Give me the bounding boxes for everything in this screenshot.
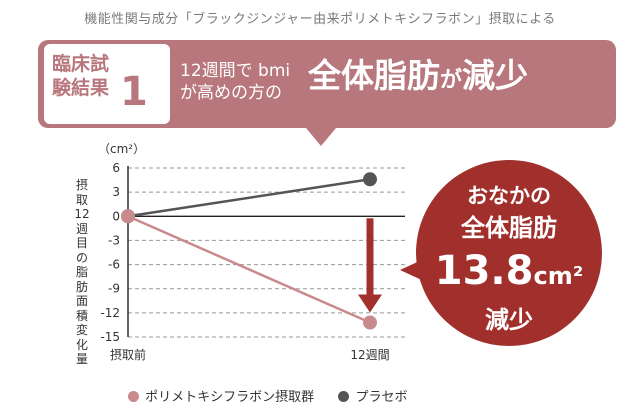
badge-line1: おなかの	[467, 184, 551, 208]
axes	[127, 166, 405, 337]
banner-headline: 全体脂肪が減少	[308, 56, 528, 101]
decrease-arrow	[358, 218, 382, 313]
y-tick-label: 0	[112, 209, 120, 223]
y-tick-labels: 6 3 0 -3 -6 -9 -12 -15	[100, 161, 120, 344]
y-tick-label: 3	[112, 185, 120, 199]
series-layer	[121, 172, 377, 330]
banner-subtitle: 12週間で bmiが高めの方の	[180, 61, 291, 103]
arrow-head	[358, 294, 382, 313]
y-tick-label: 6	[112, 161, 120, 175]
series-line-placebo	[127, 178, 371, 218]
legend-marker-placebo	[338, 391, 350, 402]
top-caption: 機能性関与成分「ブラックジンジャー由来ポリメトキシフラボン」摂取による	[84, 12, 556, 27]
trial-badge	[44, 44, 170, 124]
x-tick-label: 12週間	[350, 348, 389, 362]
headline-part-c: 減少	[462, 56, 529, 95]
grid-lines	[128, 167, 405, 338]
x-tick-label: 摂取前	[110, 347, 146, 362]
y-tick-label: -12	[100, 306, 120, 320]
trial-label: 臨床試験結果	[52, 53, 110, 99]
badge-unit: cm²	[533, 262, 584, 290]
chart-legend: ポリメトキシフラボン摂取群 プラセボ	[128, 386, 427, 405]
y-unit-label: （cm²）	[98, 142, 146, 156]
legend-item-placebo: プラセボ	[338, 386, 407, 405]
headline-part-b: が	[440, 68, 463, 93]
legend-item-polymethoxy: ポリメトキシフラボン摂取群	[128, 386, 314, 405]
badge-line4: 減少	[485, 306, 533, 334]
y-tick-label: -3	[108, 233, 120, 247]
arrow-shaft	[366, 218, 374, 297]
y-tick-label: -6	[108, 258, 120, 272]
banner-pointer	[306, 128, 336, 146]
legend-marker-polymethoxy	[128, 391, 139, 402]
result-badge: おなかの 全体脂肪 13.8cm² 減少	[416, 160, 602, 346]
trial-number: 1	[120, 69, 148, 115]
y-axis-title: 摂取12週目の脂肪面積変化量	[74, 178, 90, 366]
badge-line2: 全体脂肪	[461, 214, 557, 242]
legend-label-placebo: プラセボ	[355, 390, 408, 405]
data-point-polymethoxy	[363, 315, 377, 330]
badge-number: 13.8	[434, 248, 534, 294]
data-point-polymethoxy	[121, 209, 135, 224]
legend-label-polymethoxy: ポリメトキシフラボン摂取群	[145, 390, 315, 405]
series-line-polymethoxy	[127, 215, 371, 324]
y-tick-label: -15	[100, 330, 120, 344]
x-tick-labels: 摂取前 12週間	[110, 347, 390, 362]
headline-part-a: 全体脂肪	[308, 56, 440, 95]
data-point-placebo	[363, 172, 377, 187]
y-tick-label: -9	[108, 282, 120, 296]
badge-value: 13.8cm²	[416, 248, 602, 294]
